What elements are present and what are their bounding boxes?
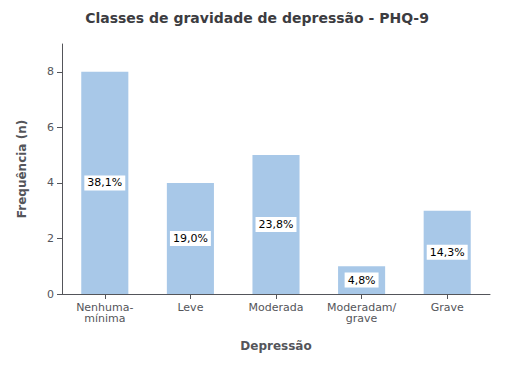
svg-text:Moderada: Moderada [249, 301, 304, 314]
svg-text:Classes de gravidade de depres: Classes de gravidade de depressão - PHQ-… [85, 10, 429, 26]
svg-text:Grave: Grave [431, 301, 464, 314]
svg-text:0: 0 [47, 288, 54, 301]
svg-text:Leve: Leve [177, 301, 203, 314]
svg-text:19,0%: 19,0% [173, 232, 208, 245]
svg-text:Frequência (n): Frequência (n) [15, 120, 29, 218]
svg-text:Nenhuma-: Nenhuma- [76, 301, 134, 314]
svg-text:Depressão: Depressão [240, 339, 311, 353]
svg-text:mínima: mínima [84, 312, 125, 325]
svg-text:14,3%: 14,3% [430, 246, 465, 259]
svg-text:38,1%: 38,1% [87, 176, 122, 189]
svg-text:6: 6 [47, 121, 54, 134]
svg-text:4: 4 [47, 176, 54, 189]
svg-text:4,8%: 4,8% [348, 274, 376, 287]
svg-text:Moderadam/: Moderadam/ [326, 301, 397, 314]
svg-text:23,8%: 23,8% [259, 218, 294, 231]
svg-text:2: 2 [47, 232, 54, 245]
svg-text:grave: grave [346, 312, 378, 325]
svg-text:8: 8 [47, 65, 54, 78]
